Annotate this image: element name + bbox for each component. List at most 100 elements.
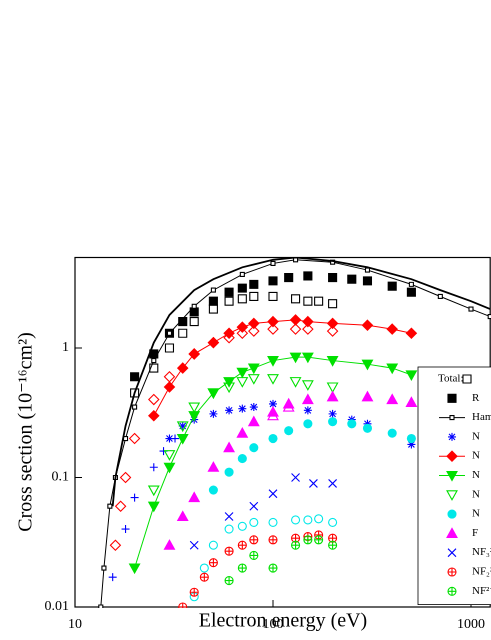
data-point [405,370,418,382]
data-point [267,323,279,335]
data-point [130,372,140,382]
data-point [284,273,294,283]
data-point [207,388,220,400]
data-point [151,358,157,364]
data-point [303,535,313,545]
data-point [314,535,324,545]
data-point [268,563,278,573]
y-tick-label: 0.1 [52,470,70,485]
y-tick-label: 1 [62,340,69,355]
data-point [176,421,189,433]
data-point [314,296,324,306]
data-point [209,409,218,418]
data-point [236,367,249,379]
data-point [301,380,314,391]
data-point [268,291,278,302]
data-point [130,493,139,502]
data-point [128,432,141,445]
data-point [98,604,104,608]
data-point [224,287,234,297]
data-point [447,567,457,577]
data-point [303,406,312,415]
data-point [462,374,472,384]
data-point [328,273,338,283]
data-point [361,390,374,402]
data-point [326,317,339,330]
data-point [303,515,313,525]
data-point [147,501,160,513]
data-point [207,336,220,349]
data-point [446,470,458,482]
data-point [224,512,234,521]
data-point [291,294,301,304]
series-line [111,257,491,507]
y-tick-label: 0.01 [45,599,70,614]
data-point [328,417,338,427]
data-point [268,489,278,499]
data-point [237,283,247,293]
data-point [249,279,259,289]
data-point [224,467,234,477]
data-point [109,539,122,551]
data-point [176,510,189,522]
data-point [199,572,209,582]
data-point [128,563,141,575]
data-point [326,382,339,394]
data-point [386,393,399,405]
data-point [446,527,458,538]
data-point [108,573,117,582]
data-point [268,433,278,444]
data-point [114,500,127,513]
data-point [291,473,300,482]
legend-label: R [472,392,480,404]
data-point [237,540,247,550]
data-point [347,274,357,284]
data-point [224,546,234,556]
data-point [176,433,189,445]
data-point [178,421,187,430]
data-point [188,348,200,360]
data-point [119,471,132,484]
data-point [361,359,374,371]
data-point [199,563,209,573]
data-point [165,434,174,443]
data-point [326,325,339,337]
data-point [387,281,397,291]
data-point [238,404,247,413]
data-point [289,323,302,335]
data-point [289,377,302,388]
data-point [148,409,160,422]
data-point [303,271,313,281]
data-point [191,303,197,309]
data-point [326,356,339,367]
data-point [101,565,107,571]
data-point [188,491,201,503]
data-point [328,517,338,527]
data-point [267,315,279,328]
data-point [249,291,259,302]
x-tick-label: 1000 [457,617,485,632]
data-point [406,433,416,444]
data-point [208,296,218,306]
data-point [207,336,220,349]
data-point [282,400,295,412]
data-point [364,267,371,273]
data-point [248,325,260,337]
data-point [176,362,189,374]
data-point [405,396,418,407]
data-point [163,381,176,393]
data-point [291,515,301,525]
data-point [189,317,199,327]
data-point [237,563,247,573]
data-point [328,540,338,550]
data-point [448,432,456,441]
data-point [309,479,318,488]
data-point [447,509,457,519]
data-point [223,441,236,453]
legend-label: NF²⁺(x [472,585,491,597]
data-point [208,558,218,568]
legend-label: N [472,469,480,481]
data-point [236,327,249,340]
legend-label: N [472,450,480,462]
data-point [449,415,455,421]
